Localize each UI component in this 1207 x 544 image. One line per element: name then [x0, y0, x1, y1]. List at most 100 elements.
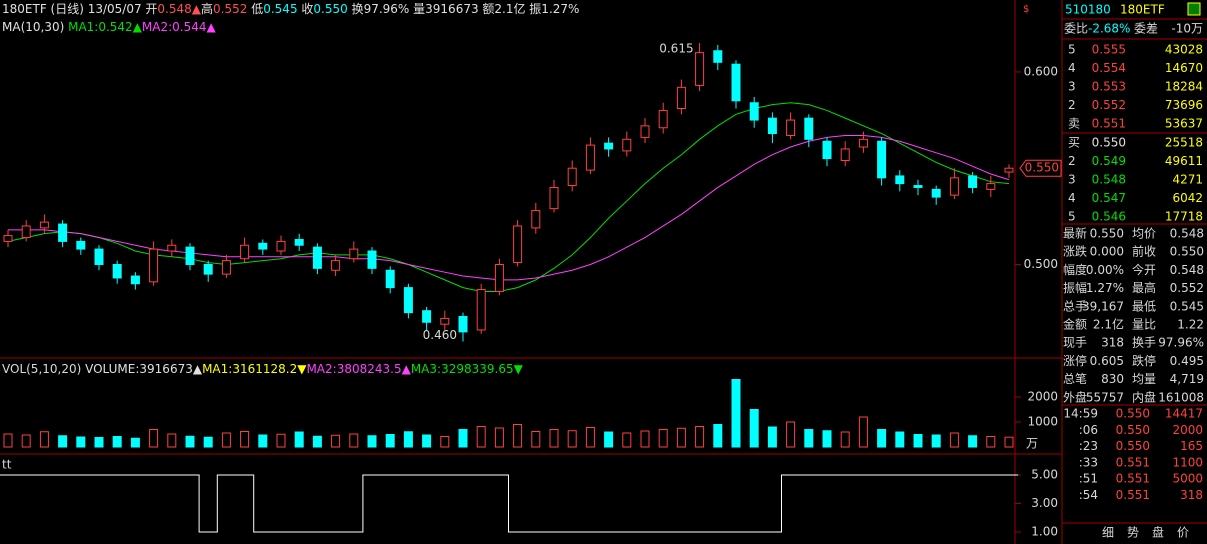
tick-price: 0.551	[1116, 455, 1150, 469]
switch-icon[interactable]	[1187, 2, 1201, 16]
price: 0.548	[1092, 173, 1126, 187]
price: 0.551	[1092, 117, 1126, 131]
candle-body	[513, 225, 523, 264]
stat-value: 2.1亿	[1093, 317, 1124, 332]
candle-body	[130, 275, 140, 285]
tab[interactable]: 细	[1102, 526, 1114, 540]
volume-bar	[676, 427, 686, 448]
panel-title: tt	[2, 458, 12, 472]
candle-body	[786, 119, 796, 136]
candle-body	[931, 188, 941, 198]
level: 2	[1068, 98, 1076, 112]
volume-bar	[731, 379, 741, 448]
volume-bar	[640, 430, 650, 448]
price: 0.546	[1092, 210, 1126, 224]
volume: 49611	[1165, 154, 1203, 168]
candle-body	[622, 138, 632, 152]
price-tag	[1019, 159, 1062, 177]
volume-bar	[749, 409, 759, 448]
header-item: 0.545	[263, 2, 297, 16]
stat-label: 总笔	[1063, 371, 1087, 386]
y-tick-label: 2000	[1027, 390, 1058, 404]
volume: 17718	[1165, 210, 1203, 224]
stat-label: 总手	[1063, 299, 1087, 313]
header-item: 180ETF (日线) 13/05/07 开	[2, 2, 157, 16]
volume-bar	[986, 436, 996, 448]
volume-bar	[221, 432, 231, 448]
candle-body	[349, 248, 359, 260]
candle-body	[567, 167, 577, 187]
candle-body	[294, 238, 304, 246]
candle-body	[676, 86, 686, 110]
header-item: 0.548▲	[157, 2, 201, 16]
candle-body	[640, 125, 650, 138]
arrow-icon[interactable]: $	[1023, 4, 1029, 15]
stat-label: 换手	[1132, 336, 1156, 350]
header-item: MA3:3298339.65▼	[411, 362, 524, 376]
candle-body	[877, 140, 887, 179]
price: 0.555	[1092, 43, 1126, 57]
level: 3	[1068, 173, 1076, 187]
y-tick-label: 0.500	[1024, 257, 1058, 271]
header-line: 180ETF (日线) 13/05/07 开0.548▲高0.552 低0.54…	[2, 1, 579, 16]
stat-label: 前收	[1132, 244, 1156, 259]
volume-bar	[294, 431, 304, 448]
stat-value: 0.000	[1090, 245, 1124, 259]
candle-body	[695, 52, 705, 86]
tick-volume: 14417	[1165, 407, 1203, 421]
level: 5	[1068, 210, 1076, 224]
candle-body	[986, 183, 996, 190]
candle-body	[749, 102, 759, 121]
volume-bar	[877, 429, 887, 448]
high-label: 0.615	[659, 42, 693, 56]
volume-bar	[931, 434, 941, 448]
tick-price: 0.550	[1116, 407, 1150, 421]
volume: 43028	[1165, 43, 1203, 57]
tt-line	[0, 474, 1019, 533]
value: -2.68%	[1088, 22, 1130, 36]
name: 180ETF	[1120, 3, 1165, 17]
stat-label: 外盘	[1063, 389, 1087, 404]
volume-bar	[167, 433, 177, 448]
y-tick-label: 3.00	[1031, 496, 1058, 510]
candle-body	[276, 240, 286, 252]
candle-body	[585, 144, 595, 171]
candle-body	[604, 142, 614, 150]
stat-value: 1.27%	[1086, 281, 1124, 295]
tick-time: 14:59	[1063, 407, 1098, 421]
volume-bar	[312, 435, 322, 448]
candle-body	[549, 186, 559, 210]
header-item: MA1:0.542▲	[68, 20, 143, 34]
stat-value: 55757	[1086, 390, 1124, 404]
volume-bar	[585, 427, 595, 448]
stat-value: 161008	[1158, 390, 1204, 404]
label: 委差	[1134, 22, 1158, 36]
tab[interactable]: 盘	[1152, 525, 1164, 540]
tick-volume: 2000	[1172, 423, 1203, 437]
candle-body	[458, 315, 468, 333]
candle-body	[21, 225, 31, 239]
candle-body	[76, 240, 86, 250]
candle-body	[240, 244, 250, 260]
candle-body	[658, 109, 668, 129]
volume-bar	[804, 429, 814, 448]
volume-bar	[21, 434, 31, 448]
volume: 25518	[1165, 136, 1203, 150]
candle-body	[804, 117, 814, 140]
level: 4	[1068, 61, 1076, 75]
volume-bar	[349, 433, 359, 448]
volume-bar	[858, 416, 868, 448]
candle-body	[440, 317, 450, 325]
header-line: MA(10,30) MA1:0.542▲MA2:0.544▲	[2, 20, 217, 34]
price: 0.550	[1092, 136, 1126, 150]
tab[interactable]: 价	[1177, 526, 1189, 540]
volume-bar	[149, 429, 159, 448]
tab[interactable]: 势	[1127, 526, 1139, 540]
volume-bar	[695, 426, 705, 448]
header-item: MA(10,30)	[2, 20, 68, 34]
volume-bar	[949, 432, 959, 448]
tick-price: 0.551	[1116, 488, 1150, 502]
stat-value: 0.550	[1090, 227, 1124, 241]
volume-bar	[822, 430, 832, 448]
